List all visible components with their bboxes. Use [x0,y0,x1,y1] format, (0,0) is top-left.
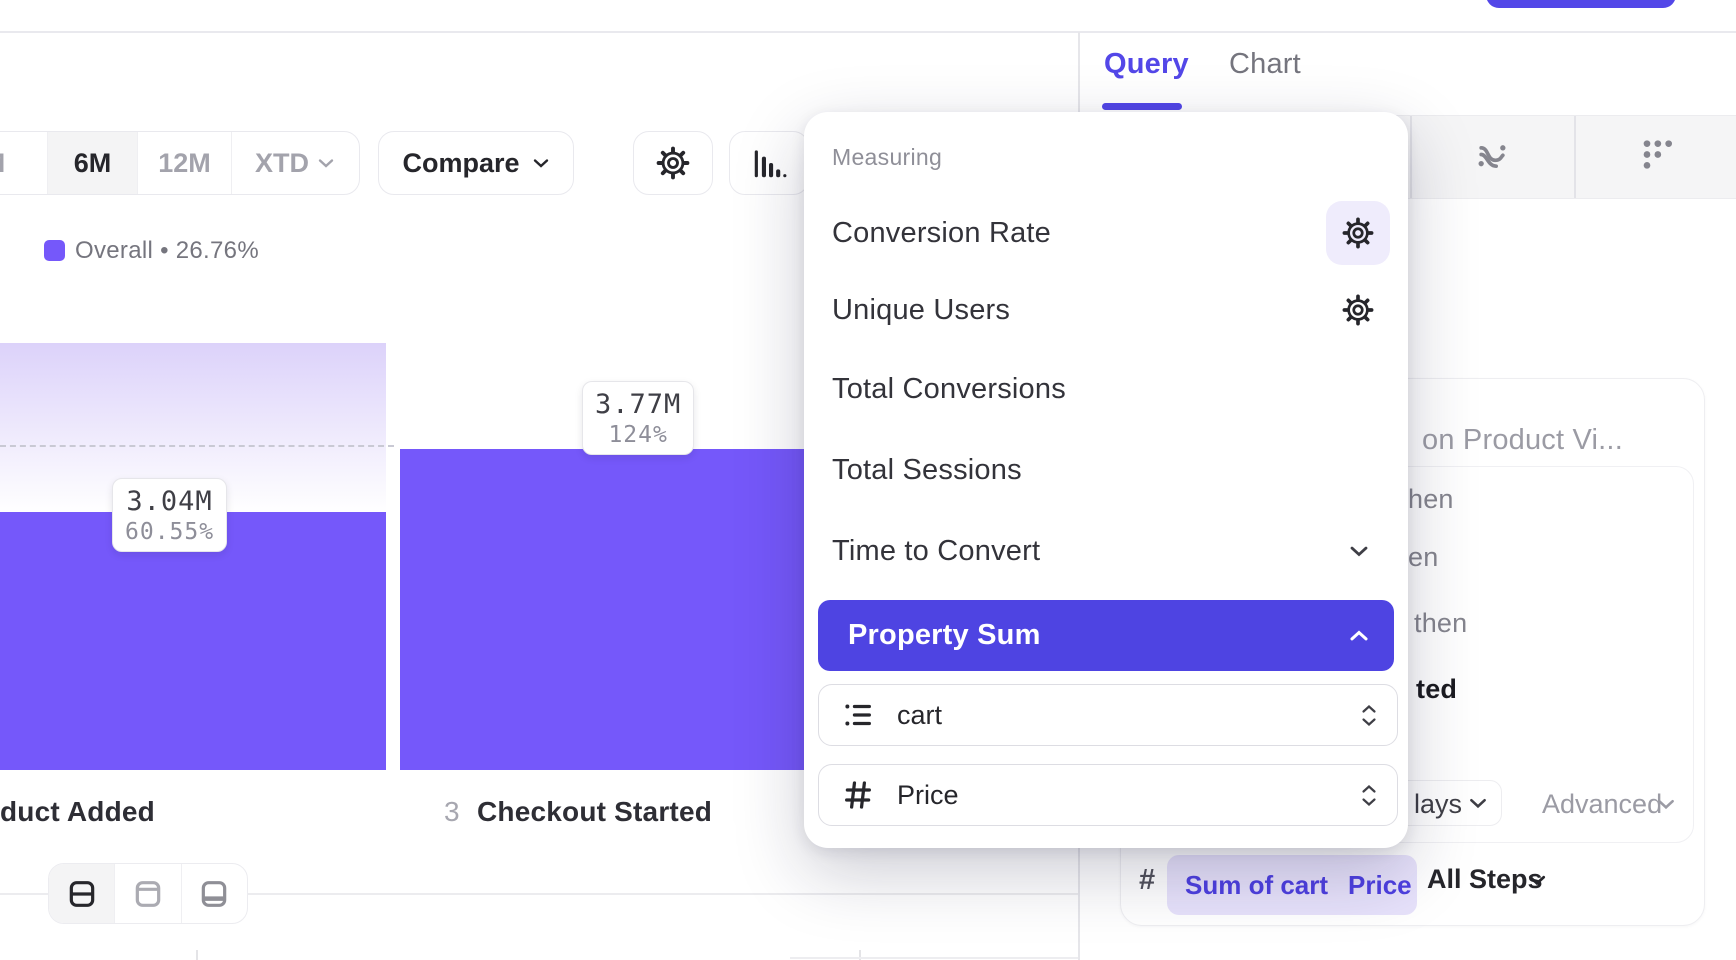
chevron-up-icon [1350,629,1368,640]
conversion-reference-line [0,445,394,447]
menu-item-conversion-rate[interactable]: Conversion Rate [832,194,1392,272]
toolbar-cell-divider [1574,116,1576,198]
chevron-down-icon [1470,798,1486,809]
chevron-down-icon [1528,875,1546,886]
funnel-step2-label: Checkout Started [477,796,713,827]
menu-item-label: Conversion Rate [832,216,1051,249]
range-6m-selected[interactable]: 6M [48,132,138,194]
chart-footer-divider [0,893,1078,895]
query-title-fragment: on Product Vi... [1422,424,1623,456]
chip-property: Price [1348,869,1412,900]
menu-item-unique-users[interactable]: Unique Users [832,271,1392,349]
conversion-rate-settings-button[interactable] [1326,201,1390,265]
menu-item-total-conversions[interactable]: Total Conversions [832,350,1392,428]
step-value: 3.77M [595,389,682,420]
funnel-step2-value-tooltip: 3.77M 124% [582,381,695,455]
measure-type-hash: # [1139,864,1156,896]
menu-item-label: Total Sessions [832,453,1022,486]
layout-footer-button[interactable] [182,864,247,923]
range-label: XTD [255,147,309,178]
chevron-down-icon [318,159,334,168]
legend-bullet: • [160,237,169,264]
menu-item-time-to-convert[interactable]: Time to Convert [832,512,1392,590]
chevron-down-icon [533,159,548,168]
legend-swatch [44,240,65,261]
panel-bottom-icon [202,880,227,907]
chevron-down-icon [1350,546,1368,557]
funnel-step1-label: duct Added [0,796,155,827]
menu-item-label: Property Sum [848,619,1041,651]
compare-button[interactable]: Compare [378,131,574,195]
property-event-select[interactable]: cart [818,684,1398,746]
metrics-grid-icon[interactable] [1637,135,1677,180]
funnel-step1-bar[interactable] [0,512,386,770]
unique-users-settings-button[interactable] [1326,278,1390,342]
step-conversion: 60.55% [125,519,215,545]
legend-value: 26.76% [175,237,259,264]
menu-item-property-sum-selected[interactable]: Property Sum [818,600,1394,671]
header-divider [0,31,1736,33]
legend-label: Overall [75,237,154,264]
table-column-divider [196,950,198,960]
step-row-fragment: en [1408,542,1439,572]
histogram-icon [754,150,787,178]
tab-chart[interactable]: Chart [1229,48,1301,80]
step-row-fragment: hen [1408,484,1454,514]
time-range-segmented-control: M 6M 12M XTD [0,131,360,195]
table-top-border [790,957,1078,959]
menu-item-total-sessions[interactable]: Total Sessions [832,431,1392,509]
stepper-icon[interactable] [1361,704,1377,726]
layout-header-button[interactable] [115,864,182,923]
hash-icon [845,781,871,809]
property-event-value: cart [897,699,943,730]
range-3m[interactable]: M [0,132,48,194]
advanced-toggle[interactable]: Advanced [1542,789,1663,819]
measurement-chip[interactable]: Sum of cart Price [1167,855,1417,915]
flows-icon[interactable] [1472,135,1512,180]
gear-icon [656,146,690,180]
funnel-step2-number: 3 [444,796,460,827]
conversion-window-fragment: lays [1414,789,1463,819]
list-icon [845,704,871,726]
menu-item-label: Time to Convert [832,534,1041,567]
gear-icon [1342,217,1374,249]
range-xtd[interactable]: XTD [232,132,358,194]
step-row-fragment: ted [1416,674,1458,704]
chart-settings-button[interactable] [633,131,713,195]
popover-title: Measuring [832,144,943,170]
chart-type-button[interactable] [729,131,809,195]
measuring-popover: Measuring Conversion Rate Unique Users T… [804,112,1408,848]
funnel-step1-value-tooltip: 3.04M 60.55% [112,478,228,552]
toolbar-cell-divider [1410,116,1412,198]
step-value: 3.04M [126,486,213,517]
all-steps-dropdown[interactable]: All Steps [1427,864,1543,894]
layout-split-horizontal-button[interactable] [49,864,116,923]
menu-item-label: Total Conversions [832,372,1066,405]
split-horizontal-icon [69,880,94,907]
step-row-fragment: then [1414,608,1468,638]
chip-label: Sum of cart [1185,869,1329,900]
property-field-value: Price [897,779,959,810]
range-12m[interactable]: 12M [138,132,232,194]
chevron-down-icon [1658,799,1674,810]
property-field-select[interactable]: Price [818,764,1398,826]
range-label: 6M [73,147,112,178]
range-label: 12M [158,147,211,178]
active-tab-indicator [1102,103,1182,110]
primary-action-button[interactable] [1486,0,1676,8]
menu-item-label: Unique Users [832,293,1011,326]
range-label: M [0,148,5,179]
gear-icon [1342,294,1374,326]
legend-text: Overall • 26.76% [75,237,259,265]
stepper-icon[interactable] [1361,784,1377,806]
compare-label: Compare [402,147,520,178]
table-column-divider [859,950,861,960]
tab-query[interactable]: Query [1104,48,1189,80]
layout-toggle-group [48,863,248,924]
step-conversion: 124% [608,422,668,448]
panel-top-icon [135,880,161,907]
